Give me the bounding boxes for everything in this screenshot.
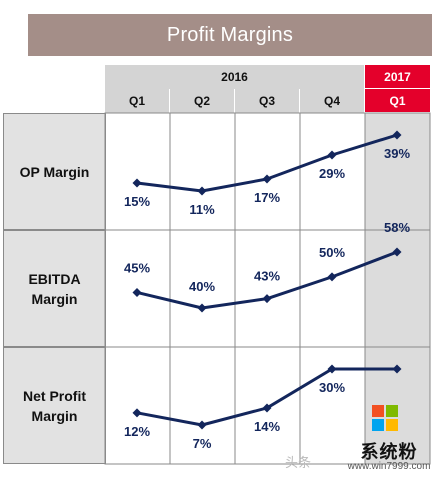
data-label-net-profit-margin: 14%	[254, 419, 280, 434]
data-label-ebitda-margin: 43%	[254, 269, 280, 284]
data-label-net-profit-margin: 7%	[193, 436, 212, 451]
chart-title: Profit Margins	[28, 14, 432, 56]
data-point-op-margin	[392, 130, 402, 140]
data-label-op-margin: 29%	[319, 166, 345, 181]
data-point-op-margin	[327, 150, 337, 160]
data-label-net-profit-margin: 12%	[124, 424, 150, 439]
series-line-net-profit-margin	[136, 367, 397, 427]
data-point-op-margin	[197, 186, 207, 196]
data-label-op-margin: 17%	[254, 190, 280, 205]
data-label-ebitda-margin: 58%	[384, 220, 410, 235]
data-label-ebitda-margin: 40%	[189, 279, 215, 294]
data-label-op-margin: 15%	[124, 194, 150, 209]
data-point-net-profit-margin	[327, 364, 337, 374]
data-point-ebitda-margin	[392, 247, 402, 257]
table-outer-border	[104, 112, 431, 465]
data-point-ebitda-margin	[132, 287, 142, 297]
data-point-ebitda-margin	[262, 294, 272, 304]
quarter-header-q3-2016: Q3	[235, 89, 300, 113]
data-point-net-profit-margin	[132, 408, 142, 418]
watermark-url: www.win7999.com	[347, 461, 431, 472]
data-label-op-margin: 39%	[384, 146, 410, 161]
row-label-ebitda-margin: EBITDA Margin	[3, 230, 106, 347]
data-point-net-profit-margin	[392, 364, 402, 374]
row-label-net-profit-margin: Net Profit Margin	[3, 347, 106, 464]
watermark-left-mark: 头条	[285, 455, 312, 470]
quarter-header-q2-2016: Q2	[170, 89, 235, 113]
quarter-header-q4-2016: Q4	[300, 89, 365, 113]
data-point-ebitda-margin	[197, 303, 207, 313]
year-header-2017: 2017	[365, 65, 430, 89]
data-label-ebitda-margin: 50%	[319, 245, 345, 260]
data-point-op-margin	[132, 178, 142, 188]
data-label-ebitda-margin: 45%	[124, 260, 150, 275]
windows-logo-icon	[372, 405, 398, 431]
quarter-header-q1-2016: Q1	[105, 89, 170, 113]
data-point-net-profit-margin	[197, 420, 207, 430]
row-label-op-margin: OP Margin	[3, 113, 106, 230]
year-header-2016: 2016	[105, 65, 365, 89]
data-point-op-margin	[262, 174, 272, 184]
watermark-brand: 系统粉	[360, 442, 418, 462]
data-label-net-profit-margin: 30%	[319, 380, 345, 395]
data-label-op-margin: 11%	[189, 202, 215, 217]
data-point-ebitda-margin	[327, 272, 337, 282]
data-point-net-profit-margin	[262, 403, 272, 413]
